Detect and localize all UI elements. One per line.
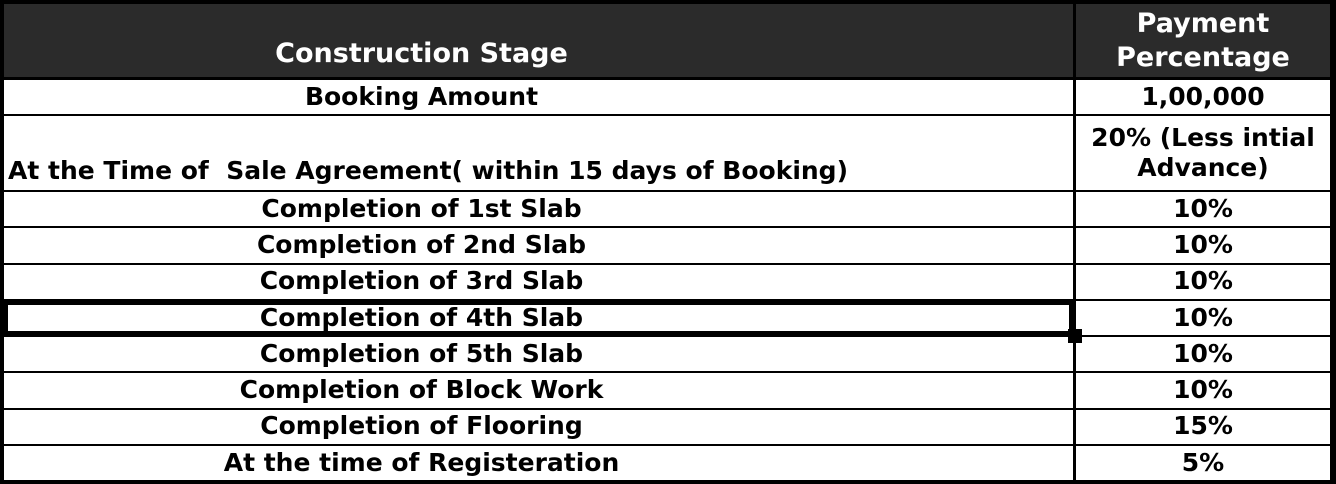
- payment-cell[interactable]: 10%: [1173, 338, 1233, 368]
- stage-cell[interactable]: At the Time of Sale Agreement( within 15…: [4, 116, 1076, 190]
- payment-cell[interactable]: 20% (Less intial Advance): [1091, 122, 1324, 183]
- stage-cell[interactable]: Completion of 4th Slab: [4, 300, 1082, 344]
- payment-cell[interactable]: 10%: [1173, 302, 1233, 332]
- table-row: Completion of Flooring 15%: [4, 409, 1330, 446]
- stage-cell[interactable]: At the time of Registeration: [4, 445, 1076, 480]
- payment-cell[interactable]: 15%: [1173, 411, 1233, 441]
- payment-cell[interactable]: 1,00,000: [1141, 81, 1265, 111]
- payment-cell[interactable]: 10%: [1173, 193, 1233, 223]
- table-row: Completion of Block Work 10%: [4, 373, 1330, 410]
- payment-cell[interactable]: 10%: [1173, 266, 1233, 296]
- payment-cell[interactable]: 10%: [1173, 375, 1233, 405]
- stage-cell[interactable]: Completion of 3rd Slab: [4, 264, 1076, 299]
- table-row: Completion of 2nd Slab 10%: [4, 228, 1330, 265]
- stage-cell[interactable]: Completion of Flooring: [4, 409, 1076, 444]
- table-row: Booking Amount 1,00,000: [4, 80, 1330, 116]
- table-row: At the time of Registeration 5%: [4, 445, 1330, 480]
- table-row: Completion of 4th Slab 10%: [4, 300, 1330, 344]
- table-body: Booking Amount 1,00,000 At the Time of S…: [4, 80, 1330, 480]
- table-header-row: Construction Stage Payment Percentage: [4, 4, 1330, 80]
- table-row: Completion of 1st Slab 10%: [4, 192, 1330, 229]
- stage-cell[interactable]: Completion of 1st Slab: [4, 192, 1076, 227]
- stage-cell[interactable]: Booking Amount: [4, 80, 1076, 114]
- payment-cell[interactable]: 5%: [1181, 447, 1225, 477]
- stage-cell[interactable]: Completion of Block Work: [4, 373, 1076, 408]
- header-cell-construction-stage[interactable]: Construction Stage: [4, 4, 1076, 77]
- payment-cell[interactable]: 10%: [1173, 230, 1233, 260]
- header-cell-payment-percentage[interactable]: Payment Percentage: [1116, 7, 1290, 73]
- stage-cell[interactable]: Completion of 5th Slab: [4, 337, 1076, 372]
- table-row: Completion of 3rd Slab 10%: [4, 264, 1330, 301]
- table-row: At the Time of Sale Agreement( within 15…: [4, 116, 1330, 192]
- stage-cell[interactable]: Completion of 2nd Slab: [4, 228, 1076, 263]
- table-row: Completion of 5th Slab 10%: [4, 337, 1330, 374]
